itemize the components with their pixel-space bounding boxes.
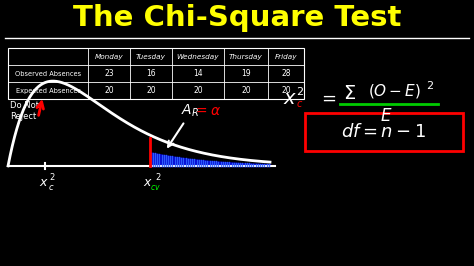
Text: $2$: $2$: [155, 171, 162, 182]
Text: $cv$: $cv$: [150, 182, 161, 192]
Text: $E$: $E$: [380, 107, 392, 125]
Text: Thursday: Thursday: [229, 54, 263, 60]
Text: $\Sigma$: $\Sigma$: [343, 84, 356, 103]
Text: $2$: $2$: [49, 171, 55, 182]
Text: $A_R$: $A_R$: [181, 103, 199, 119]
Text: $= \alpha$: $= \alpha$: [193, 104, 221, 118]
Text: $=$: $=$: [318, 89, 337, 107]
Text: $x$: $x$: [38, 176, 48, 189]
Text: Friday: Friday: [275, 54, 297, 60]
Text: The Chi-Square Test: The Chi-Square Test: [73, 4, 401, 32]
Text: $x$: $x$: [283, 89, 297, 107]
Text: Expected Absences: Expected Absences: [16, 88, 81, 94]
Text: 23: 23: [104, 69, 114, 78]
Text: 28: 28: [281, 69, 291, 78]
Bar: [8, 48, 304, 99]
Text: 20: 20: [146, 86, 156, 95]
Text: 20: 20: [104, 86, 114, 95]
Text: $x$: $x$: [143, 176, 153, 189]
Text: Wednesday: Wednesday: [177, 54, 219, 60]
Text: 20: 20: [241, 86, 251, 95]
Text: 20: 20: [281, 86, 291, 95]
Text: 14: 14: [193, 69, 203, 78]
Text: 19: 19: [241, 69, 251, 78]
Text: $c$: $c$: [296, 99, 303, 109]
Text: Tuesday: Tuesday: [136, 54, 166, 60]
Text: $(O-E)$: $(O-E)$: [368, 82, 421, 100]
Text: Monday: Monday: [95, 54, 123, 60]
Bar: [305, 113, 463, 151]
Text: $2$: $2$: [296, 85, 304, 97]
Text: Observed Absences: Observed Absences: [15, 70, 81, 77]
Text: $c$: $c$: [48, 182, 55, 192]
Text: Do Not
Reject: Do Not Reject: [10, 101, 39, 121]
Text: 16: 16: [146, 69, 156, 78]
Text: 20: 20: [193, 86, 203, 95]
Text: $df = n - 1$: $df = n - 1$: [341, 123, 427, 141]
Text: $2$: $2$: [426, 79, 434, 91]
